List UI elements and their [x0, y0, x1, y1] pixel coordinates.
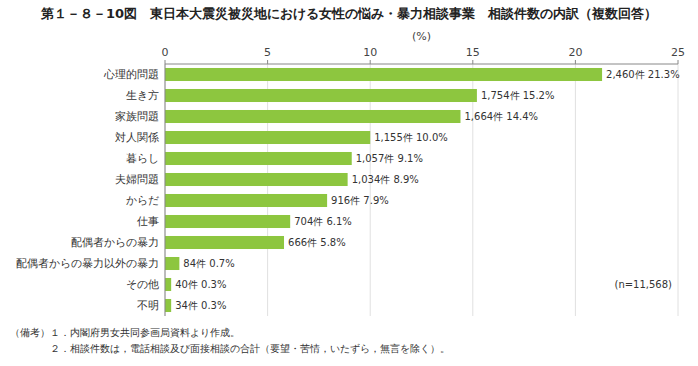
data-labels: 2,460件 21.3% 1,754件 15.2% 1,664件 14.4% 1,15… [175, 69, 679, 311]
tick [267, 60, 268, 64]
background [0, 0, 698, 366]
data-label: 1,754件 15.2% [481, 90, 555, 101]
bar [165, 173, 348, 186]
category-label: 家族問題 [115, 110, 159, 123]
data-label: 34件 0.3% [175, 300, 226, 311]
x-axis-label: (%) [412, 30, 431, 43]
data-label: 1,034件 8.9% [352, 174, 419, 185]
bars [165, 68, 602, 312]
y-axis: 心理的問題生き方家族問題対人関係暮らし夫婦問題からだ仕事配偶者からの暴力配偶者か… [16, 68, 159, 312]
data-label: 1,057件 9.1% [356, 153, 423, 164]
tick-label: 20 [568, 46, 582, 59]
bar [165, 110, 460, 123]
category-label: 暮らし [126, 152, 159, 165]
tick-label: 10 [363, 46, 377, 59]
grid-line [165, 64, 166, 316]
data-label: 84件 0.7% [183, 258, 234, 269]
grid [165, 64, 678, 316]
x-axis-line [165, 64, 678, 65]
bar [165, 299, 171, 312]
bar [165, 194, 327, 207]
category-label: 生き方 [126, 89, 159, 102]
tick [472, 60, 473, 64]
data-label: 2,460件 21.3% [606, 69, 680, 80]
data-label: 666件 5.8% [288, 237, 346, 248]
category-label: 心理的問題 [103, 68, 159, 81]
annotation: (n=11,568) [614, 279, 672, 290]
category-label: 配偶者からの暴力 [71, 236, 159, 249]
tick [678, 60, 679, 64]
data-label: 40件 0.3% [175, 279, 226, 290]
tick-label: 15 [466, 46, 480, 59]
category-label: その他 [126, 278, 159, 291]
tick [575, 60, 576, 64]
tick-label: 5 [264, 46, 271, 59]
bar [165, 89, 477, 102]
note: ２．相談件数は，電話相談及び面接相談の合計（要望・苦情，いたずら，無言を除く）。 [10, 343, 450, 355]
y-axis-line [165, 64, 166, 316]
category-label: 夫婦問題 [115, 173, 159, 186]
data-label: 916件 7.9% [331, 195, 389, 206]
bar [165, 278, 171, 291]
grid-line [575, 64, 576, 316]
bar [165, 131, 370, 144]
grid-line [678, 64, 679, 316]
bar [165, 257, 179, 270]
bar [165, 215, 290, 228]
tick [370, 60, 371, 64]
bar [165, 68, 602, 81]
data-label: 704件 6.1% [294, 216, 352, 227]
category-label: 仕事 [137, 215, 159, 228]
title: 第１－８－10図 東日本大震災被災地における女性の悩み・暴力相談事業 相談件数の… [40, 6, 657, 21]
tick-label: 25 [671, 46, 685, 59]
category-label: 対人関係 [115, 131, 159, 144]
chart: 第１－８－10図 東日本大震災被災地における女性の悩み・暴力相談事業 相談件数の… [0, 0, 698, 366]
tick [165, 60, 166, 64]
category-label: 不明 [137, 299, 159, 312]
category-label: 配偶者からの暴力以外の暴力 [16, 257, 159, 270]
x-axis: 0 5 10 15 20 25 [162, 46, 686, 64]
bar [165, 152, 352, 165]
category-label: からだ [126, 194, 159, 207]
data-label: 1,155件 10.0% [374, 132, 448, 143]
data-label: 1,664件 14.4% [464, 111, 538, 122]
bar [165, 236, 284, 249]
tick-label: 0 [162, 46, 169, 59]
note: （備考）１．内閣府男女共同参画局資料より作成。 [10, 327, 240, 338]
